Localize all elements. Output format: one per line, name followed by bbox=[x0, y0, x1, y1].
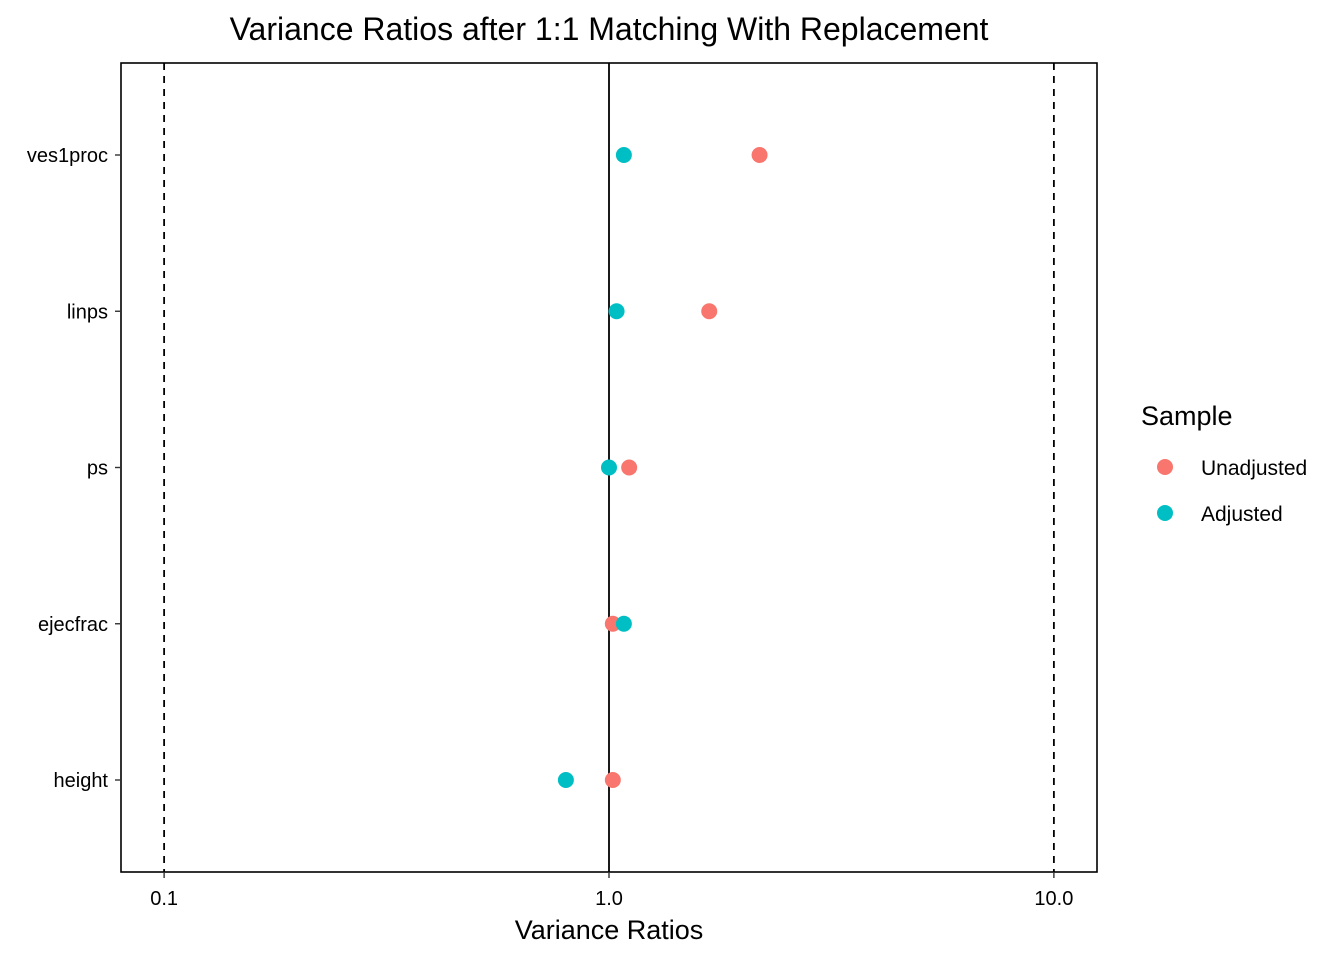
plot-panel: 0.1 1.0 10.0 ves1proc linps ps ejecfrac height bbox=[27, 62, 1098, 910]
data-points bbox=[557, 147, 768, 788]
point-unadjusted-linps bbox=[701, 303, 718, 320]
x-tick-label: 10.0 bbox=[1034, 888, 1073, 910]
x-axis-title: Variance Ratios bbox=[515, 915, 704, 945]
point-adjusted-ejecfrac bbox=[615, 615, 632, 632]
point-unadjusted-ps bbox=[621, 459, 638, 476]
point-adjusted-height bbox=[557, 772, 574, 788]
x-tick-label: 0.1 bbox=[150, 888, 178, 910]
legend-items: Unadjusted Adjusted bbox=[1157, 457, 1307, 526]
point-unadjusted-height bbox=[604, 772, 621, 788]
point-adjusted-ps bbox=[601, 459, 617, 476]
y-axis-ticks: ves1proc linps ps ejecfrac height bbox=[27, 145, 121, 792]
x-axis-ticks: 0.1 1.0 10.0 bbox=[150, 872, 1073, 910]
point-adjusted-ves1proc bbox=[615, 147, 632, 163]
legend-key-unadjusted bbox=[1157, 459, 1173, 475]
point-adjusted-linps bbox=[608, 303, 625, 320]
y-tick-label: linps bbox=[67, 301, 108, 323]
point-unadjusted-ejecfrac bbox=[604, 615, 621, 632]
y-tick-label: ps bbox=[87, 458, 108, 480]
y-tick-label: ves1proc bbox=[27, 145, 108, 167]
chart-title: Variance Ratios after 1:1 Matching With … bbox=[230, 11, 989, 47]
y-tick-label: ejecfrac bbox=[38, 614, 108, 636]
legend-label-unadjusted: Unadjusted bbox=[1201, 457, 1307, 480]
legend-label-adjusted: Adjusted bbox=[1201, 503, 1283, 526]
point-unadjusted-ves1proc bbox=[751, 147, 768, 163]
x-tick-label: 1.0 bbox=[595, 888, 623, 910]
legend-title: Sample bbox=[1141, 401, 1233, 431]
legend: Sample Unadjusted Adjusted bbox=[1141, 401, 1307, 526]
y-tick-label: height bbox=[54, 770, 109, 792]
legend-key-adjusted bbox=[1157, 505, 1173, 521]
